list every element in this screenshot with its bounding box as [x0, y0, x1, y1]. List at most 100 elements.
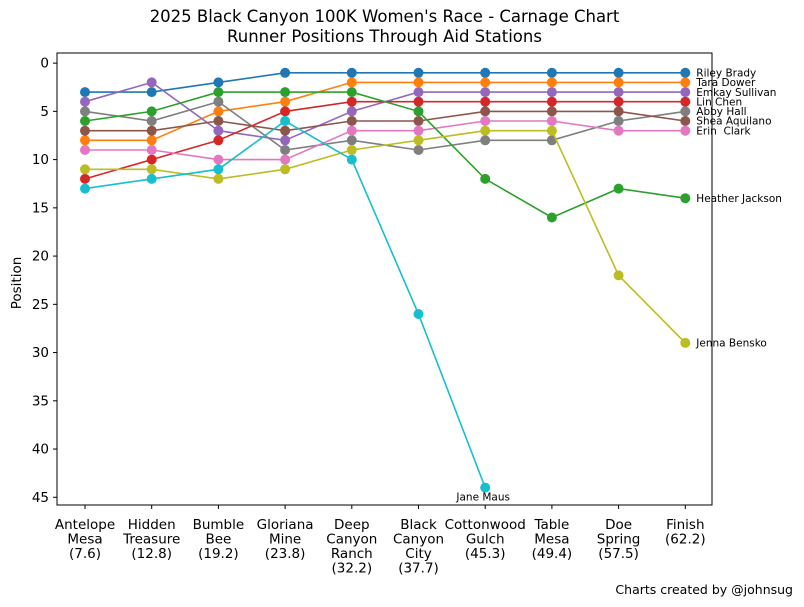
data-point-heather-jackson — [280, 87, 291, 98]
data-point-emkay-sullivan — [280, 135, 291, 146]
x-tick-label-doe-spring-(57.5): (57.5) — [598, 546, 639, 562]
data-point-jenna-bensko — [546, 125, 557, 136]
y-tick-label: 5 — [40, 104, 49, 120]
data-point-jane-maus — [213, 164, 224, 175]
data-point-lin-chen — [346, 96, 357, 107]
data-point-erin-clark — [613, 125, 624, 136]
x-tick-label-doe-spring-(57.5): Spring — [597, 532, 641, 548]
data-point-heather-jackson — [213, 87, 224, 98]
data-point-tara-dower — [213, 106, 224, 117]
x-tick-label-antelope-mesa-(7.6): Antelope — [55, 517, 115, 533]
data-point-emkay-sullivan — [213, 125, 224, 136]
data-point-emkay-sullivan — [480, 87, 491, 98]
y-tick-label: 15 — [32, 200, 49, 216]
data-point-heather-jackson — [680, 193, 691, 204]
data-point-riley-brady — [613, 67, 624, 78]
data-point-lin-chen — [680, 96, 691, 107]
x-tick-label-finish-(62.2): Finish — [666, 517, 704, 533]
x-tick-label-table-mesa-(49.4): Mesa — [534, 532, 569, 548]
runner-label-lin-chen: Lin Chen — [696, 96, 742, 108]
data-point-erin-clark — [280, 154, 291, 165]
y-tick-label: 45 — [32, 490, 49, 506]
data-point-tara-dower — [413, 77, 424, 88]
data-point-shea-aquilano — [413, 116, 424, 126]
data-point-riley-brady — [280, 67, 291, 78]
data-point-tara-dower — [80, 135, 90, 146]
x-tick-label-black-canyon-city-(37.7): (37.7) — [398, 561, 439, 577]
data-point-shea-aquilano — [80, 125, 90, 136]
chart-title: 2025 Black Canyon 100K Women's Race - Ca… — [57, 7, 712, 47]
data-point-lin-chen — [546, 96, 557, 107]
data-point-jenna-bensko — [613, 270, 624, 281]
data-point-riley-brady — [346, 67, 357, 78]
x-tick-label-bumble-bee-(19.2): Bumble — [193, 517, 245, 533]
data-point-abby-hall — [413, 145, 424, 155]
data-point-emkay-sullivan — [680, 87, 691, 98]
data-point-riley-brady — [546, 67, 557, 78]
data-point-erin-clark — [146, 145, 157, 155]
series-line-riley-brady — [85, 72, 686, 93]
data-point-abby-hall — [146, 116, 157, 126]
x-tick-label-hidden-treasure-(12.8): (12.8) — [131, 546, 172, 562]
chart-credit: Charts created by @johnsug — [615, 582, 793, 597]
data-point-lin-chen — [480, 96, 491, 107]
data-point-abby-hall — [680, 106, 691, 117]
x-tick-label-cottonwood-gulch-(45.3): Cottonwood — [445, 517, 526, 533]
data-point-riley-brady — [213, 77, 224, 88]
data-point-jenna-bensko — [280, 164, 291, 175]
data-point-jenna-bensko — [146, 164, 157, 175]
runner-label-emkay-sullivan: Emkay Sullivan — [696, 87, 776, 99]
data-point-abby-hall — [80, 106, 90, 117]
data-point-lin-chen — [413, 96, 424, 107]
data-point-tara-dower — [546, 77, 557, 88]
data-point-tara-dower — [680, 77, 691, 88]
data-point-lin-chen — [146, 154, 157, 165]
data-point-lin-chen — [613, 96, 624, 107]
x-tick-label-finish-(62.2): (62.2) — [665, 532, 706, 548]
x-tick-label-antelope-mesa-(7.6): Mesa — [67, 532, 102, 548]
x-tick-label-black-canyon-city-(37.7): City — [405, 546, 431, 562]
data-point-erin-clark — [80, 145, 90, 155]
data-point-tara-dower — [280, 96, 291, 107]
data-point-heather-jackson — [546, 212, 557, 223]
data-point-erin-clark — [546, 116, 557, 126]
x-tick-label-doe-spring-(57.5): Doe — [605, 517, 632, 533]
x-tick-label-table-mesa-(49.4): Table — [533, 517, 569, 533]
runner-label-jenna-bensko: Jenna Bensko — [695, 338, 767, 350]
data-point-jane-maus — [346, 154, 357, 165]
x-tick-label-gloriana-mine-(23.8): (23.8) — [265, 546, 306, 562]
data-point-riley-brady — [146, 87, 157, 98]
data-point-heather-jackson — [413, 106, 424, 117]
x-tick-label-cottonwood-gulch-(45.3): (45.3) — [465, 546, 506, 562]
data-point-emkay-sullivan — [346, 106, 357, 117]
data-point-heather-jackson — [146, 106, 157, 117]
runner-label-tara-dower: Tara Dower — [695, 77, 756, 89]
runner-label-erin-clark: Erin Clark — [696, 125, 751, 137]
data-point-heather-jackson — [346, 87, 357, 98]
data-point-heather-jackson — [480, 173, 491, 184]
data-point-jenna-bensko — [480, 125, 491, 136]
data-point-abby-hall — [213, 96, 224, 107]
data-point-jane-maus — [280, 116, 291, 126]
y-tick-label: 40 — [32, 442, 49, 458]
data-point-lin-chen — [80, 173, 90, 184]
x-tick-label-deep-canyon-ranch-(32.2): Deep — [334, 517, 370, 533]
data-point-shea-aquilano — [680, 116, 691, 126]
data-point-emkay-sullivan — [546, 87, 557, 98]
y-tick-label: 35 — [32, 393, 49, 409]
data-point-jane-maus — [146, 173, 157, 184]
data-point-lin-chen — [280, 106, 291, 117]
series-line-shea-aquilano — [85, 110, 686, 132]
x-tick-label-black-canyon-city-(37.7): Canyon — [393, 532, 444, 548]
data-point-abby-hall — [346, 135, 357, 146]
y-tick-label: 25 — [32, 297, 49, 313]
data-point-riley-brady — [680, 67, 691, 78]
runner-label-abby-hall: Abby Hall — [696, 106, 746, 118]
data-point-tara-dower — [146, 135, 157, 146]
data-point-emkay-sullivan — [146, 77, 157, 88]
data-point-erin-clark — [480, 116, 491, 126]
data-point-tara-dower — [346, 77, 357, 88]
data-point-shea-aquilano — [480, 106, 491, 117]
data-point-riley-brady — [80, 87, 90, 98]
